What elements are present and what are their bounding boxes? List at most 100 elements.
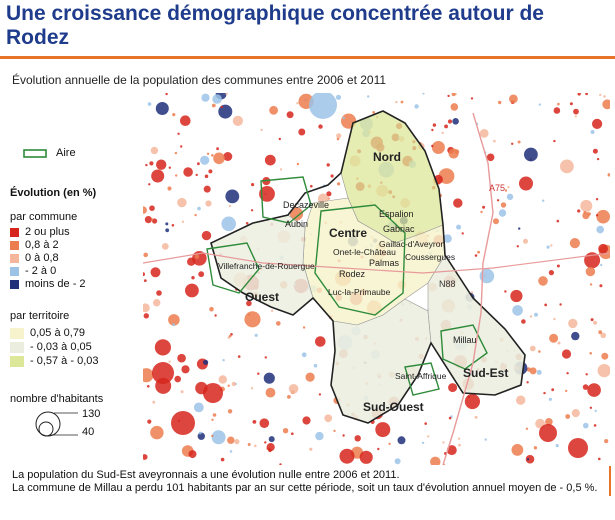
map-notes: La population du Sud-Est aveyronnais a u…: [12, 469, 602, 495]
commune-dot: [597, 364, 610, 378]
commune-dot: [149, 205, 155, 211]
commune-dot: [302, 326, 306, 329]
commune-dot: [227, 436, 235, 444]
commune-dot: [442, 441, 445, 444]
commune-dot: [213, 152, 225, 165]
commune-dot: [397, 436, 406, 445]
commune-dot: [180, 115, 191, 126]
commune-dot: [447, 94, 450, 98]
commune-dot: [203, 359, 209, 365]
commune-dot: [539, 424, 557, 442]
label-ouest: Ouest: [245, 290, 279, 304]
legend-commune-class: 0,8 à 2: [10, 239, 59, 251]
town-label: Saint-Affrique: [395, 371, 447, 381]
commune-dot: [474, 254, 478, 257]
commune-dot: [339, 448, 355, 464]
commune-dot: [577, 93, 581, 96]
legend-habitants-40: 40: [82, 426, 95, 438]
commune-dot: [172, 113, 176, 117]
commune-dot: [247, 443, 251, 446]
commune-dot: [203, 383, 223, 403]
commune-dot: [143, 454, 148, 460]
commune-dot: [474, 415, 478, 419]
commune-dot: [286, 111, 294, 119]
legend-commune-label: 0 à 0,8: [25, 252, 59, 264]
commune-dot: [517, 140, 521, 144]
commune-dot: [583, 422, 589, 429]
commune-dot: [330, 174, 334, 178]
commune-dot: [590, 130, 595, 134]
commune-dot: [359, 450, 373, 464]
legend-territoire-class: 0,05 à 0,79: [10, 327, 85, 339]
commune-dot: [519, 176, 533, 191]
commune-dot: [479, 129, 489, 138]
legend-territoire-class: - 0,03 à 0,05: [10, 341, 92, 353]
commune-dot: [266, 443, 275, 452]
commune-dot: [336, 133, 342, 139]
proportional-circles-icon: [35, 411, 78, 437]
commune-dot: [289, 207, 304, 221]
commune-dot: [264, 154, 276, 166]
commune-dot: [291, 432, 294, 436]
swatch-territoire-3: [10, 355, 24, 367]
commune-dot: [263, 372, 275, 384]
commune-dot: [595, 198, 599, 201]
road-label: N88: [439, 279, 456, 289]
legend-evolution-title: Évolution (en %): [10, 187, 97, 199]
town-label: Luc-la-Primaube: [328, 287, 391, 297]
legend-habitants-title: nombre d'habitants: [10, 393, 104, 405]
commune-dot: [561, 349, 572, 359]
commune-dot: [177, 353, 186, 363]
commune-dot: [388, 442, 391, 445]
commune-dot: [467, 395, 471, 398]
commune-dot: [313, 363, 318, 368]
commune-dot: [604, 439, 609, 444]
commune-dot: [254, 444, 257, 448]
commune-dot: [582, 212, 590, 220]
commune-dot: [550, 244, 553, 247]
commune-dot: [218, 375, 227, 384]
town-label: Coussergues: [405, 252, 455, 262]
town-label: Rodez: [339, 269, 366, 279]
commune-dot: [592, 148, 598, 154]
population-map: Nord Centre Ouest Sud-Ouest Sud-Est Deca…: [143, 93, 610, 465]
commune-dot: [223, 152, 233, 161]
commune-dot: [211, 434, 214, 438]
commune-dot: [574, 115, 577, 118]
commune-dot: [549, 333, 559, 343]
commune-dot: [214, 314, 217, 317]
swatch-commune-4: [10, 266, 19, 276]
commune-dot: [185, 283, 199, 298]
commune-dot: [147, 419, 152, 424]
swatch-commune-2: [10, 240, 19, 250]
commune-dot: [431, 144, 434, 148]
commune-dot: [510, 289, 523, 303]
commune-dot: [168, 360, 171, 363]
commune-dot: [556, 264, 560, 268]
commune-dot: [270, 309, 274, 312]
commune-dot: [538, 276, 548, 286]
commune-dot: [372, 111, 376, 114]
legend-par-commune: par commune: [10, 211, 78, 223]
commune-dot: [593, 424, 597, 427]
commune-dot: [152, 218, 158, 224]
commune-dot: [589, 283, 593, 286]
commune-dot: [200, 155, 210, 165]
commune-dot: [516, 395, 526, 405]
commune-dot: [156, 159, 167, 170]
map-subtitle: Évolution annuelle de la population des …: [12, 73, 387, 87]
commune-dot: [477, 250, 480, 254]
commune-dot: [493, 218, 499, 225]
commune-dot: [598, 330, 603, 335]
commune-dot: [500, 202, 507, 208]
commune-dot: [309, 93, 337, 119]
commune-dot: [161, 243, 169, 250]
commune-dot: [206, 152, 210, 155]
commune-dot: [279, 463, 282, 465]
commune-dot: [526, 458, 530, 461]
commune-dot: [194, 254, 200, 259]
commune-dot: [400, 100, 404, 104]
commune-dot: [342, 434, 345, 437]
commune-dot: [211, 430, 226, 445]
commune-dot: [461, 232, 464, 235]
